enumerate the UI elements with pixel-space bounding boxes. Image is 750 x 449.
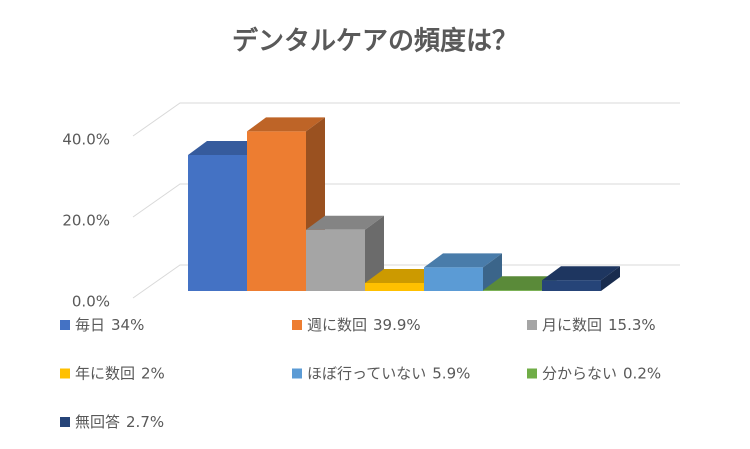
legend-swatch [292, 320, 302, 330]
legend-name: ほぼ行っていない [307, 364, 426, 382]
legend-label: 無回答 2.7% [75, 413, 164, 431]
bar-top [424, 253, 502, 268]
bar-front [542, 280, 601, 291]
y-tick-label: 20.0% [62, 212, 110, 230]
legend-swatch [527, 368, 537, 379]
legend-value: 5.9% [432, 364, 470, 382]
legend-value: 15.3% [608, 316, 656, 334]
bar-top [306, 215, 384, 230]
bar [306, 215, 384, 291]
legend-value: 39.9% [373, 316, 421, 334]
bar-top [188, 141, 266, 155]
legend-name: 無回答 [75, 413, 120, 431]
bar-side [365, 215, 384, 291]
chart-title: デンタルケアの頻度は？ [232, 26, 518, 57]
grid-line [132, 102, 680, 137]
legend-value: 34% [111, 316, 144, 334]
y-tick-label: 0.0% [72, 293, 110, 311]
bar [424, 253, 502, 291]
legend-label: 分からない 0.2% [542, 364, 661, 382]
legend-swatch [292, 368, 302, 379]
bar-top [483, 276, 561, 291]
bar-side [483, 253, 502, 291]
bar-front [483, 290, 542, 291]
bar-front [365, 283, 424, 291]
legend-swatch [527, 320, 537, 330]
legend-name: 月に数回 [542, 316, 602, 334]
y-tick-label: 40.0% [62, 131, 110, 149]
legend-swatch [60, 320, 70, 330]
bar-front [188, 155, 247, 291]
bar-front [424, 267, 483, 291]
legend-label: 週に数回 39.9% [307, 316, 421, 334]
legend-swatch [60, 368, 70, 379]
legend-value: 0.2% [623, 364, 661, 382]
grid-line [132, 264, 680, 299]
bar-top [542, 266, 620, 281]
bar-top [365, 269, 443, 283]
legend-label: ほぼ行っていない 5.9% [307, 364, 470, 382]
legend-value: 2% [141, 364, 165, 382]
legend-value: 2.7% [126, 413, 164, 431]
bar-front [306, 229, 365, 291]
bar-top [247, 117, 325, 132]
legend-label: 年に数回 2% [75, 364, 165, 382]
legend-label: 月に数回 15.3% [542, 316, 656, 334]
bar-side [601, 266, 620, 291]
legend-label: 毎日 34% [75, 316, 144, 334]
bar [542, 266, 620, 291]
legend-name: 年に数回 [75, 364, 135, 382]
legend-name: 週に数回 [307, 316, 367, 334]
legend-swatch [60, 417, 70, 427]
legend-name: 毎日 [75, 316, 105, 334]
grid-line [132, 183, 680, 218]
legend-name: 分からない [542, 364, 617, 382]
bar-front [247, 131, 306, 291]
